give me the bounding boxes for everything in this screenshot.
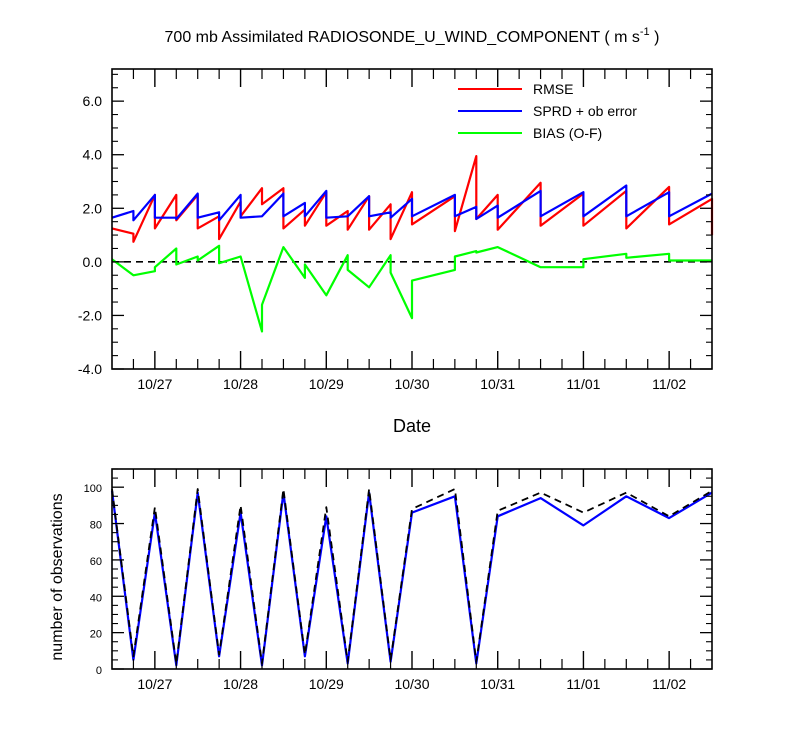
top-ticks-group: 10/27 10/28 10/29 10/30 10/31 11/01 11/02 -4.0 -… xyxy=(78,69,712,392)
top-y-tick-label: 2.0 xyxy=(83,200,103,216)
bottom-x-tick-label: 10/31 xyxy=(480,676,515,692)
top-panel: 700 mb Assimilated RADIOSONDE_U_WIND_COM… xyxy=(78,26,714,436)
top-x-tick-label: 11/02 xyxy=(652,376,686,392)
series-line-possible xyxy=(111,488,713,665)
bottom-y-tick-label: 100 xyxy=(84,483,102,495)
chart-title: 700 mb Assimilated RADIOSONDE_U_WIND_COM… xyxy=(165,26,660,46)
top-x-tick-label: 10/27 xyxy=(137,376,172,392)
series-line-assimilated xyxy=(110,490,713,667)
bottom-y-tick-label: 40 xyxy=(90,592,102,604)
top-x-tick-label: 10/30 xyxy=(394,376,429,392)
top-x-tick-label: 10/31 xyxy=(480,376,515,392)
top-x-tick-label: 10/29 xyxy=(309,376,344,392)
top-y-tick-label: 4.0 xyxy=(83,147,103,163)
legend-label: BIAS (O-F) xyxy=(533,125,602,141)
bottom-x-tick-label: 11/01 xyxy=(566,676,600,692)
bottom-x-tick-label: 10/27 xyxy=(137,676,172,692)
y-axis-label: number of observations xyxy=(49,493,66,660)
bottom-x-tick-label: 10/28 xyxy=(223,676,258,692)
bottom-y-tick-label: 0 xyxy=(96,665,102,677)
bottom-y-tick-label: 80 xyxy=(90,520,102,532)
top-y-tick-label: 0.0 xyxy=(83,254,103,270)
bottom-series-group xyxy=(110,488,713,667)
bottom-ticks-group: 10/27 10/28 10/29 10/30 10/31 11/01 11/02 0 20 40… xyxy=(84,468,712,692)
top-x-tick-label: 11/01 xyxy=(566,376,600,392)
top-y-tick-label: -4.0 xyxy=(78,361,102,377)
bottom-x-tick-label: 11/02 xyxy=(652,676,686,692)
bottom-y-tick-label: 20 xyxy=(90,629,102,641)
series-line-sprd-ob-error xyxy=(111,184,713,222)
top-x-tick-label: 10/28 xyxy=(223,376,258,392)
legend: RMSE SPRD + ob error BIAS (O-F) xyxy=(458,81,637,141)
bottom-x-tick-label: 10/30 xyxy=(394,676,429,692)
bottom-x-tick-label: 10/29 xyxy=(309,676,344,692)
top-series-group xyxy=(111,155,714,333)
top-y-tick-label: 6.0 xyxy=(83,93,103,109)
series-line-bias-o-f xyxy=(111,244,712,333)
legend-label: RMSE xyxy=(533,81,573,97)
bottom-panel: 10/27 10/28 10/29 10/30 10/31 11/01 11/02 0 20 40… xyxy=(49,468,713,692)
x-axis-label: Date xyxy=(393,416,431,436)
bottom-y-tick-label: 60 xyxy=(90,556,102,568)
top-y-tick-label: -2.0 xyxy=(78,307,102,323)
legend-label: SPRD + ob error xyxy=(533,103,637,119)
